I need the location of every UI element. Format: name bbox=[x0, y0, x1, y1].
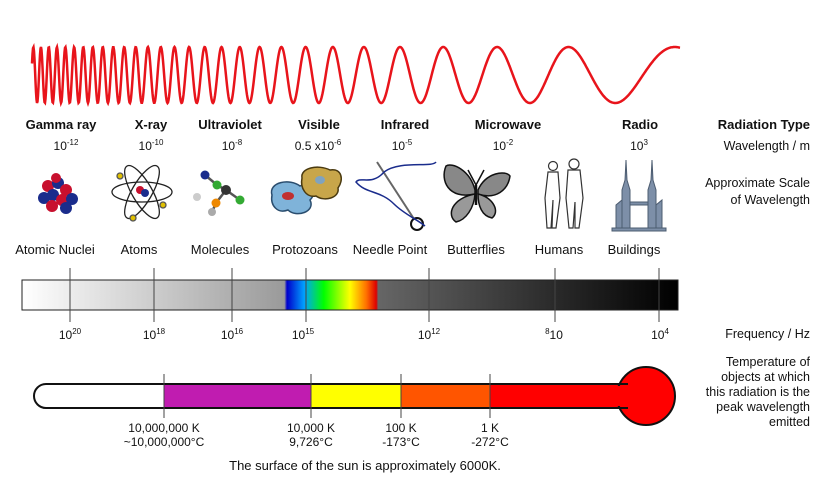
wavelength-value: 10-2 bbox=[492, 138, 514, 153]
radiation-type-header: Radiation Type bbox=[717, 117, 810, 132]
temperature-label: 1 K -272°C bbox=[471, 421, 509, 449]
footnote: The surface of the sun is approximately … bbox=[229, 458, 501, 473]
frequency-value: 1012 bbox=[417, 327, 441, 342]
scale-object-label: Atomic Nuclei bbox=[15, 242, 95, 257]
scale-header-line1: Approximate Scale bbox=[705, 176, 810, 190]
protozoa-icon bbox=[270, 166, 343, 215]
humans-icon bbox=[544, 158, 584, 229]
wavelength-value: 10-5 bbox=[391, 138, 413, 153]
nucleus-icon bbox=[38, 173, 78, 214]
scale-object-label: Needle Point bbox=[352, 242, 428, 257]
temp-header-line5: emitted bbox=[769, 415, 810, 429]
temp-header-line4: peak wavelength bbox=[716, 400, 810, 414]
temperature-label: 100 K -173°C bbox=[382, 421, 420, 449]
scale-object-label: Buildings bbox=[607, 242, 661, 257]
frequency-value: 104 bbox=[651, 327, 669, 342]
radiation-type-label: Visible bbox=[298, 117, 340, 132]
radiation-type-label: X-ray bbox=[134, 117, 168, 132]
frequency-header: Frequency / Hz bbox=[725, 327, 810, 341]
molecule-icon bbox=[193, 170, 245, 216]
scale-guides bbox=[69, 268, 660, 322]
scale-object-label: Butterflies bbox=[447, 242, 505, 257]
scale-object-label: Protozoans bbox=[272, 242, 338, 257]
temperature-label: 10,000 K 9,726°C bbox=[286, 421, 336, 449]
temp-guides bbox=[163, 374, 491, 418]
scale-object-label: Atoms bbox=[120, 242, 158, 257]
wavelength-wave bbox=[30, 42, 681, 108]
wavelength-value: 10-12 bbox=[53, 138, 79, 153]
frequency-value: 1018 bbox=[142, 327, 166, 342]
scale-object-label: Humans bbox=[534, 242, 584, 257]
buildings-icon bbox=[611, 159, 667, 232]
temp-header-line1: Temperature of bbox=[725, 355, 810, 369]
temperature-label: 10,000,000 K ~10,000,000°C bbox=[123, 421, 205, 449]
frequency-value: 810 bbox=[545, 327, 563, 342]
scale-object-label: Molecules bbox=[190, 242, 250, 257]
wavelength-value: 103 bbox=[630, 138, 648, 153]
frequency-value: 1015 bbox=[291, 327, 315, 342]
wavelength-value: 10-8 bbox=[221, 138, 243, 153]
wavelength-header: Wavelength / m bbox=[723, 139, 810, 153]
thermometer bbox=[33, 366, 676, 426]
temp-header-line3: this radiation is the bbox=[705, 385, 810, 399]
scale-header-line2: of Wavelength bbox=[730, 193, 810, 207]
needle-icon bbox=[355, 161, 437, 231]
wavelength-value: 0.5 x10-6 bbox=[294, 138, 342, 153]
atom-icon bbox=[111, 164, 173, 222]
radiation-type-label: Microwave bbox=[474, 117, 542, 132]
radiation-type-label: Infrared bbox=[380, 117, 430, 132]
radiation-type-label: Radio bbox=[621, 117, 659, 132]
temp-header-line2: objects at which bbox=[721, 370, 810, 384]
frequency-value: 1016 bbox=[220, 327, 244, 342]
wavelength-value: 10-10 bbox=[138, 138, 164, 153]
butterfly-icon bbox=[443, 164, 511, 223]
radiation-type-label: Gamma ray bbox=[25, 117, 97, 132]
spectrum-bar bbox=[21, 279, 679, 311]
radiation-type-label: Ultraviolet bbox=[198, 117, 262, 132]
frequency-value: 1020 bbox=[58, 327, 82, 342]
